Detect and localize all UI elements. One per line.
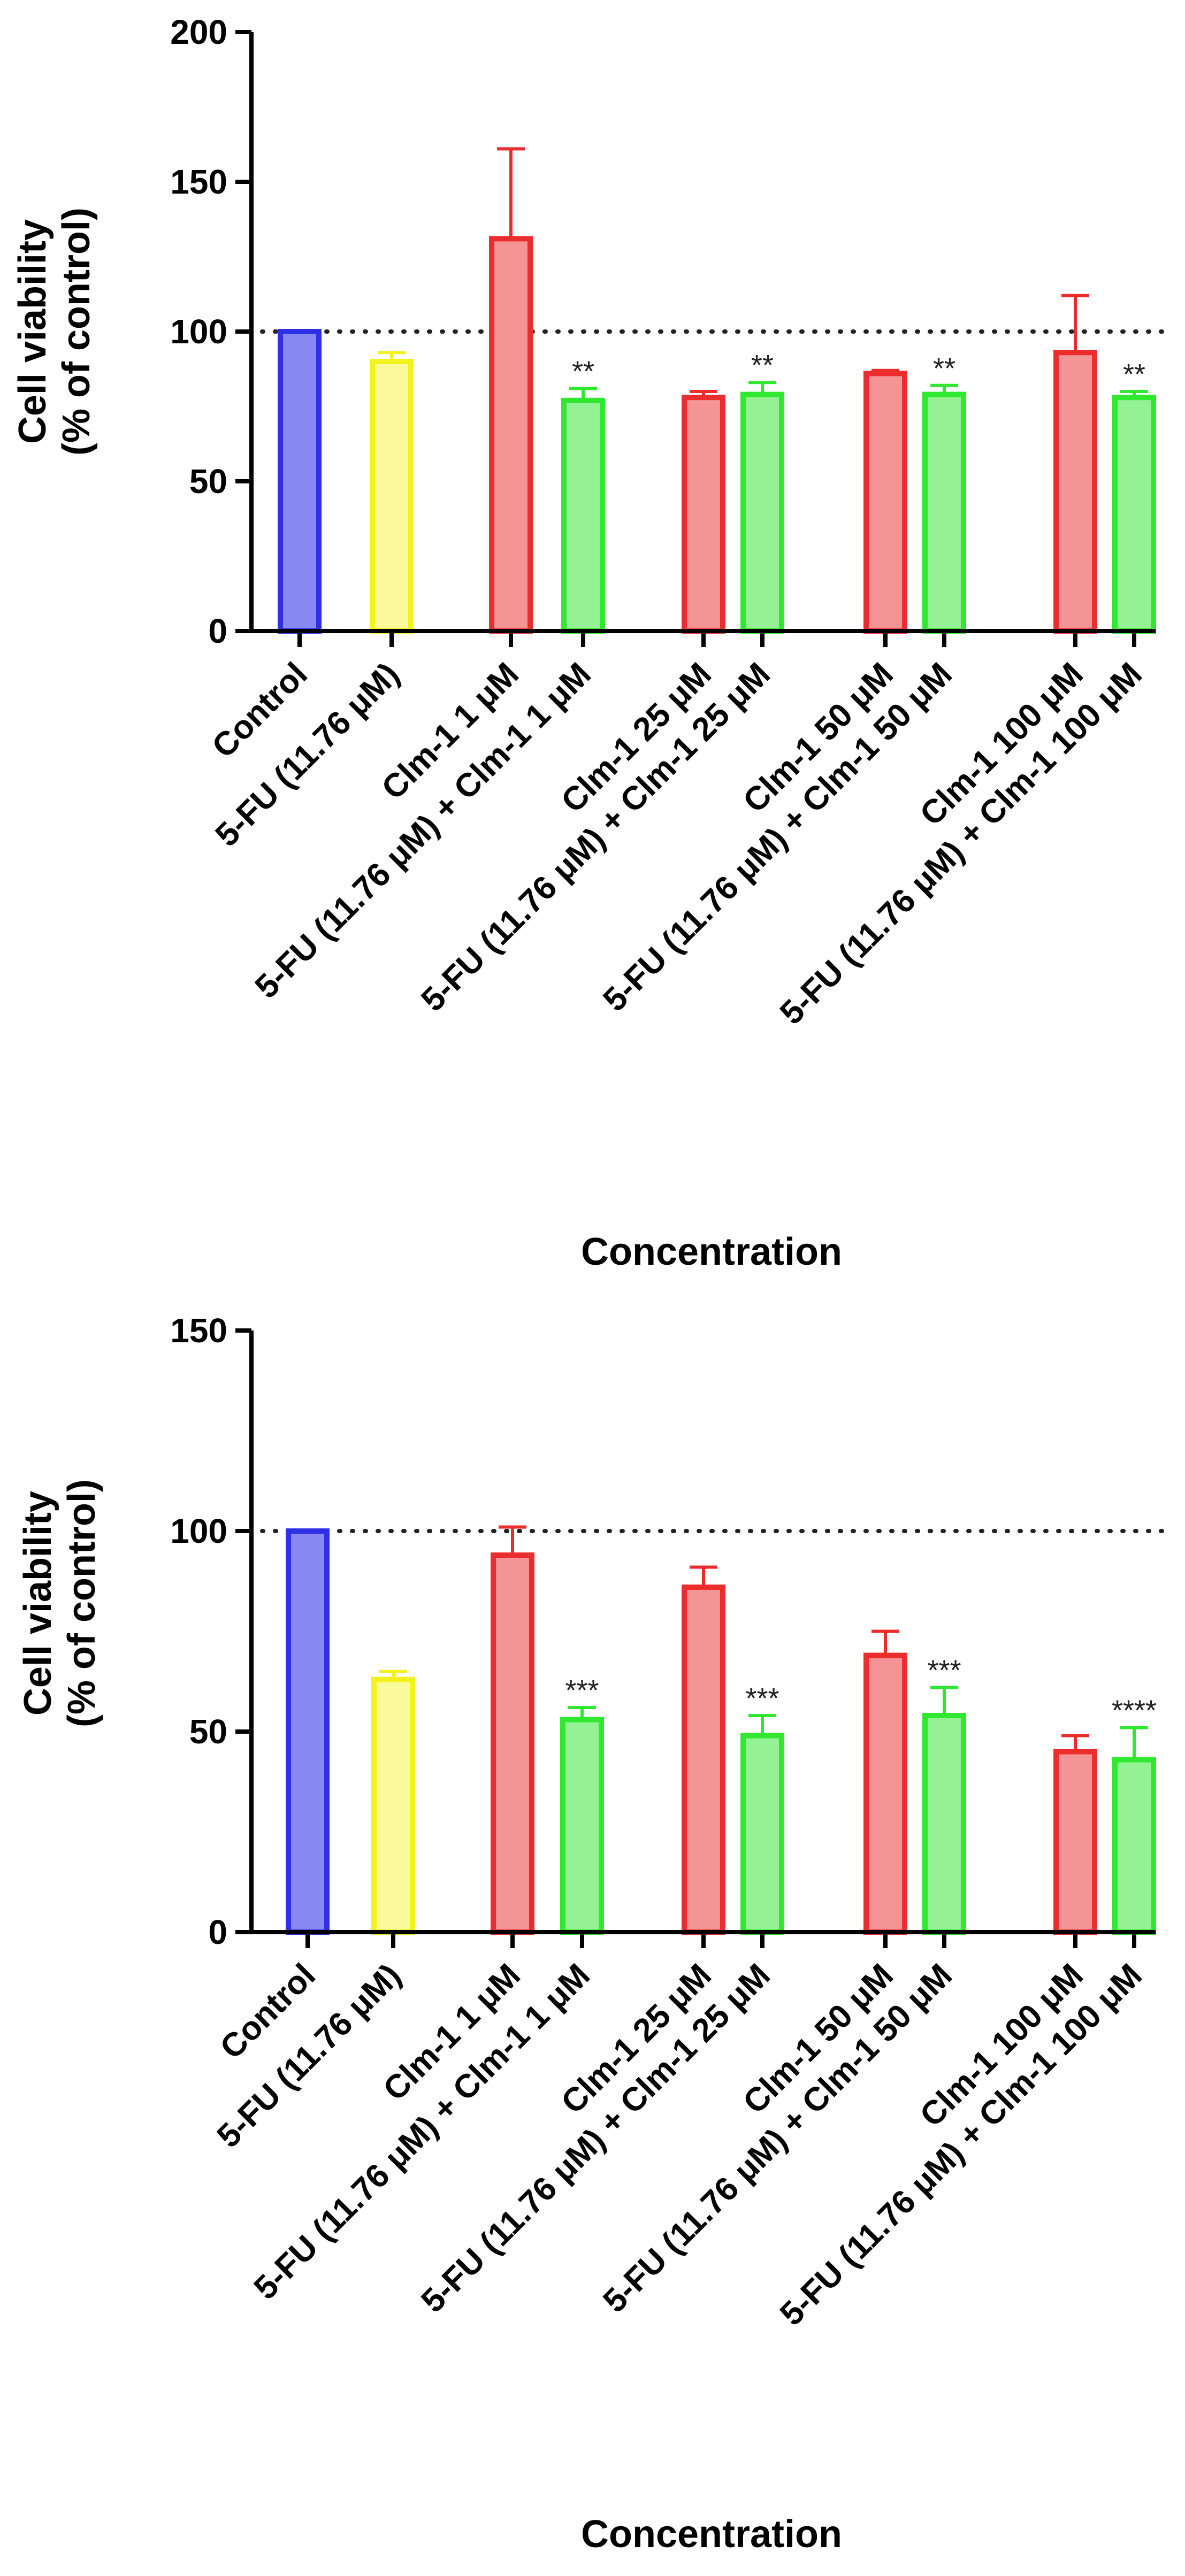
significance-label: **: [751, 349, 774, 381]
bar: [560, 1717, 604, 1935]
y-axis-title-line1: Cell viability: [17, 1491, 59, 1716]
y-tick-label: 150: [170, 1311, 227, 1350]
chart-panel-bottom: Cell viability (% of control) Concentrat…: [0, 1288, 1185, 2571]
y-tick-label: 150: [170, 163, 227, 201]
bar-chart-top: Cell viability (% of control) Concentrat…: [11, 13, 1174, 1273]
y-tick-label: 100: [170, 312, 227, 351]
significance-label: ***: [927, 1655, 961, 1687]
bar: [740, 391, 784, 634]
x-tick-label: 5-FU (11.76 μM) + Clm-1 1 μM: [247, 1957, 597, 2306]
bar: [561, 397, 605, 634]
bar: [370, 359, 414, 634]
bar: [1112, 395, 1156, 634]
bar: [863, 371, 907, 634]
bar-chart-bottom: Cell viability (% of control) Concentrat…: [17, 1311, 1174, 2556]
y-axis-title-line1: Cell viability: [11, 219, 54, 444]
bar: [286, 1528, 330, 1935]
significance-label: ***: [745, 1682, 779, 1714]
significance-label: ****: [1112, 1695, 1157, 1727]
bar: [491, 1552, 534, 1935]
bar: [863, 1652, 907, 1935]
y-tick-label: 200: [170, 13, 227, 51]
y-tick-label: 0: [208, 1913, 227, 1951]
x-axis-title: Concentration: [581, 1231, 842, 1273]
x-tick-label: 5-FU (11.76 μM) + Clm-1 1 μM: [248, 656, 598, 1005]
significance-label: **: [572, 355, 594, 387]
y-axis-title: Cell viability (% of control): [17, 1479, 103, 1727]
bar: [371, 1677, 415, 1935]
x-axis-title: Concentration: [581, 2513, 842, 2556]
significance-label: ***: [565, 1674, 599, 1706]
bar: [489, 236, 533, 634]
y-tick-label: 50: [189, 1712, 227, 1751]
bar: [682, 395, 725, 634]
significance-label: **: [933, 352, 955, 385]
bar: [682, 1585, 725, 1935]
significance-label: **: [1123, 358, 1145, 390]
y-axis-title-line2: (% of control): [60, 1479, 103, 1727]
y-axis-title: Cell viability (% of control): [11, 207, 98, 456]
bar: [1053, 350, 1097, 634]
bar: [1112, 1757, 1156, 1935]
bar: [1053, 1749, 1097, 1935]
bar: [278, 329, 322, 634]
y-axis-title-line2: (% of control): [55, 207, 98, 456]
y-tick-label: 100: [170, 1512, 227, 1550]
bar: [922, 1713, 966, 1935]
bar: [740, 1733, 784, 1935]
bar: [922, 391, 966, 634]
chart-panel-top: Cell viability (% of control) Concentrat…: [0, 0, 1185, 1283]
y-tick-label: 50: [189, 462, 227, 501]
y-tick-label: 0: [208, 612, 227, 650]
